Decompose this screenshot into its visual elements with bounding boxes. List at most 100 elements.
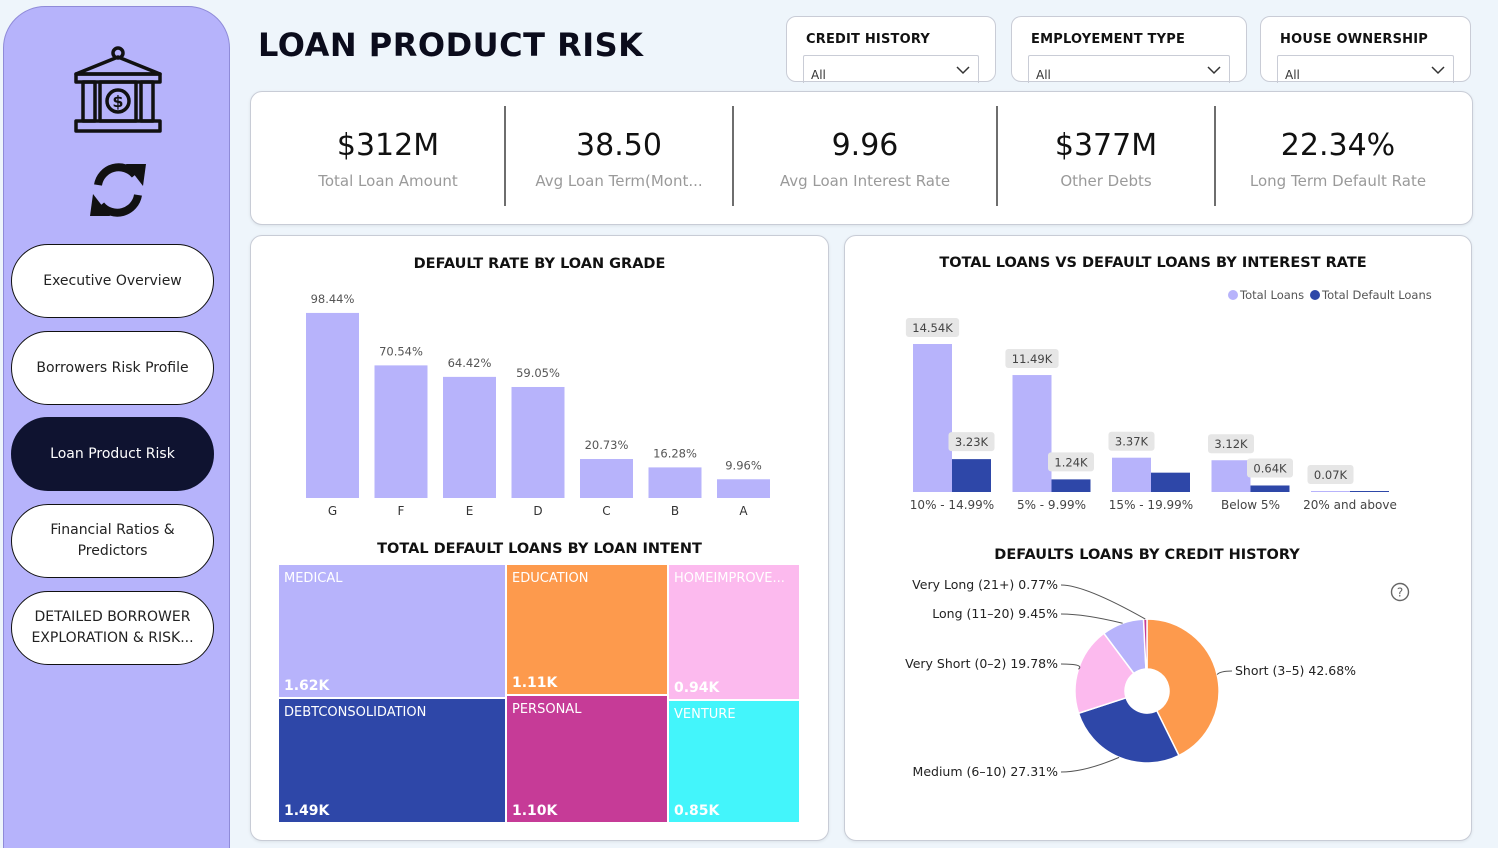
treemap-cell-name: EDUCATION <box>512 571 589 586</box>
pie-slice-label: Medium (6–10) 27.31% <box>913 764 1059 779</box>
bar-label: 0.07K <box>1314 468 1348 482</box>
nav-borrowers-risk-profile[interactable]: Borrowers Risk Profile <box>11 331 214 405</box>
data-label-bg <box>905 318 960 337</box>
bar-label: 3.37K <box>1115 435 1149 449</box>
kpi-label: Total Loan Amount <box>318 172 458 190</box>
bar-total-loans <box>1211 460 1251 492</box>
treemap-cell-homeimprovement[interactable]: HOMEIMPROVE... 0.94K <box>669 565 799 699</box>
data-label-bg <box>1208 434 1254 454</box>
chevron-down-icon <box>956 66 970 75</box>
treemap-cell-value: 1.62K <box>284 678 330 694</box>
kpi-total-loan-amount: $312M Total Loan Amount <box>275 92 501 226</box>
svg-text:$: $ <box>112 92 123 111</box>
house-ownership-dropdown[interactable]: All <box>1277 55 1454 83</box>
pie-slice <box>1074 632 1135 715</box>
bar-default-loans <box>1051 479 1091 492</box>
defaults-by-credit-history-chart: Short (3–5) 42.68% Medium (6–10) 27.31% Ve… <box>905 577 1356 779</box>
x-tick-label: 20% and above <box>1303 498 1397 512</box>
loans-by-interest-rate-chart: Total Loans Total Default Loans 14.54K 3.23… <box>905 288 1432 512</box>
x-tick-label: C <box>602 504 610 518</box>
refresh-icon[interactable] <box>88 159 148 221</box>
legend-label: Total Default Loans <box>1321 288 1432 302</box>
pie-slice <box>1146 618 1220 757</box>
bar-default-loans <box>1350 491 1389 492</box>
bar-label: 0.64K <box>1253 461 1287 475</box>
treemap-cell-medical[interactable]: MEDICAL 1.62K <box>279 565 505 697</box>
chevron-down-icon <box>1431 66 1445 75</box>
kpi-value: 38.50 <box>576 128 662 163</box>
bar-default-loans <box>1151 472 1190 492</box>
data-label-bg <box>948 432 995 452</box>
treemap-cell-name: HOMEIMPROVE... <box>674 571 785 586</box>
credit-history-dropdown[interactable]: All <box>803 55 979 83</box>
bar-label: 64.42% <box>448 356 492 370</box>
employment-type-dropdown[interactable]: All <box>1028 55 1230 83</box>
pie-leader-line <box>1216 670 1233 675</box>
bank-icon: $ <box>74 46 162 133</box>
x-tick-label: G <box>328 504 337 518</box>
bar-label: 1.24K <box>1054 455 1088 469</box>
treemap-cell-education[interactable]: EDUCATION 1.11K <box>507 565 667 694</box>
pie-slice-label: Very Long (21+) 0.77% <box>912 577 1058 592</box>
kpi-divider <box>732 106 734 206</box>
loan-intent-treemap: MEDICAL 1.62K DEBTCONSOLIDATION 1.49K ED… <box>279 565 799 822</box>
pie-leader-line <box>1060 584 1146 620</box>
bar-default-loans <box>952 459 991 492</box>
filter-value: All <box>811 68 826 82</box>
bar-grade-G <box>306 312 359 498</box>
kpi-divider <box>504 106 506 206</box>
filter-label: HOUSE OWNERSHIP <box>1280 32 1429 47</box>
kpi-panel: $312M Total Loan Amount 38.50 Avg Loan T… <box>250 91 1473 225</box>
bar-label: 3.12K <box>1214 437 1248 451</box>
bar-total-loans <box>1012 375 1052 492</box>
treemap-cell-name: VENTURE <box>674 707 736 722</box>
bar-label: 59.05% <box>516 366 560 380</box>
page-title: LOAN PRODUCT RISK <box>258 26 644 64</box>
bar-grade-F <box>374 365 428 498</box>
x-tick-label: B <box>671 504 679 518</box>
bar-label: 3.23K <box>955 435 989 449</box>
bar-label: 11.49K <box>1012 352 1053 366</box>
filter-value: All <box>1285 68 1300 82</box>
kpi-divider <box>1214 106 1216 206</box>
bar-total-loans <box>1311 491 1350 492</box>
chevron-down-icon <box>1207 66 1221 75</box>
pie-leader-line <box>1060 613 1123 624</box>
legend-label: Total Loans <box>1239 288 1304 302</box>
x-tick-label: 10% - 14.99% <box>910 498 994 512</box>
nav-loan-product-risk[interactable]: Loan Product Risk <box>11 417 214 491</box>
help-icon[interactable]: ? <box>1390 582 1410 602</box>
bar-label: 98.44% <box>311 292 355 306</box>
default-rate-by-grade-chart: 98.44% G 70.54% F 64.42% E 59.05% D 20.73% C 16.28… <box>306 292 770 518</box>
x-tick-label: 15% - 19.99% <box>1109 498 1193 512</box>
x-tick-label: D <box>533 504 542 518</box>
kpi-label: Long Term Default Rate <box>1249 172 1427 190</box>
treemap-cell-value: 0.85K <box>674 803 720 819</box>
pie-slice <box>1077 696 1180 764</box>
bar-default-loans <box>1250 485 1290 492</box>
kpi-label: Avg Loan Term(Mont... <box>535 172 703 190</box>
x-tick-label: E <box>466 504 474 518</box>
pie-leader-line <box>1060 663 1081 670</box>
nav-executive-overview[interactable]: Executive Overview <box>11 244 214 318</box>
filter-employment-type: EMPLOYEMENT TYPE All <box>1011 16 1247 83</box>
treemap-cell-venture[interactable]: VENTURE 0.85K <box>669 701 799 822</box>
treemap-cell-debtconsolidation[interactable]: DEBTCONSOLIDATION 1.49K <box>279 699 505 822</box>
bar-grade-C <box>580 459 633 498</box>
nav-financial-ratios[interactable]: Financial Ratios & Predictors <box>11 504 214 578</box>
pie-slice-label: Short (3–5) 42.68% <box>1235 663 1356 678</box>
legend-dot-default <box>1310 290 1320 300</box>
filter-value: All <box>1036 68 1051 82</box>
nav-detailed-borrower-exploration[interactable]: DETAILED BORROWER EXPLORATION & RISK... <box>11 591 214 665</box>
interest-rate-chart-title: TOTAL LOANS VS DEFAULT LOANS BY INTEREST… <box>939 255 1367 271</box>
treemap-cell-value: 1.10K <box>512 803 558 819</box>
treemap-cell-personal[interactable]: PERSONAL 1.10K <box>507 696 667 822</box>
x-tick-label: F <box>398 504 405 518</box>
kpi-value: $377M <box>1054 128 1158 163</box>
treemap-cell-value: 0.94K <box>674 680 720 696</box>
treemap-cell-name: PERSONAL <box>512 702 582 717</box>
bar-grade-A <box>717 479 770 498</box>
pie-leader-line <box>1060 756 1120 773</box>
svg-text:?: ? <box>1397 586 1403 600</box>
filter-label: CREDIT HISTORY <box>806 32 930 47</box>
